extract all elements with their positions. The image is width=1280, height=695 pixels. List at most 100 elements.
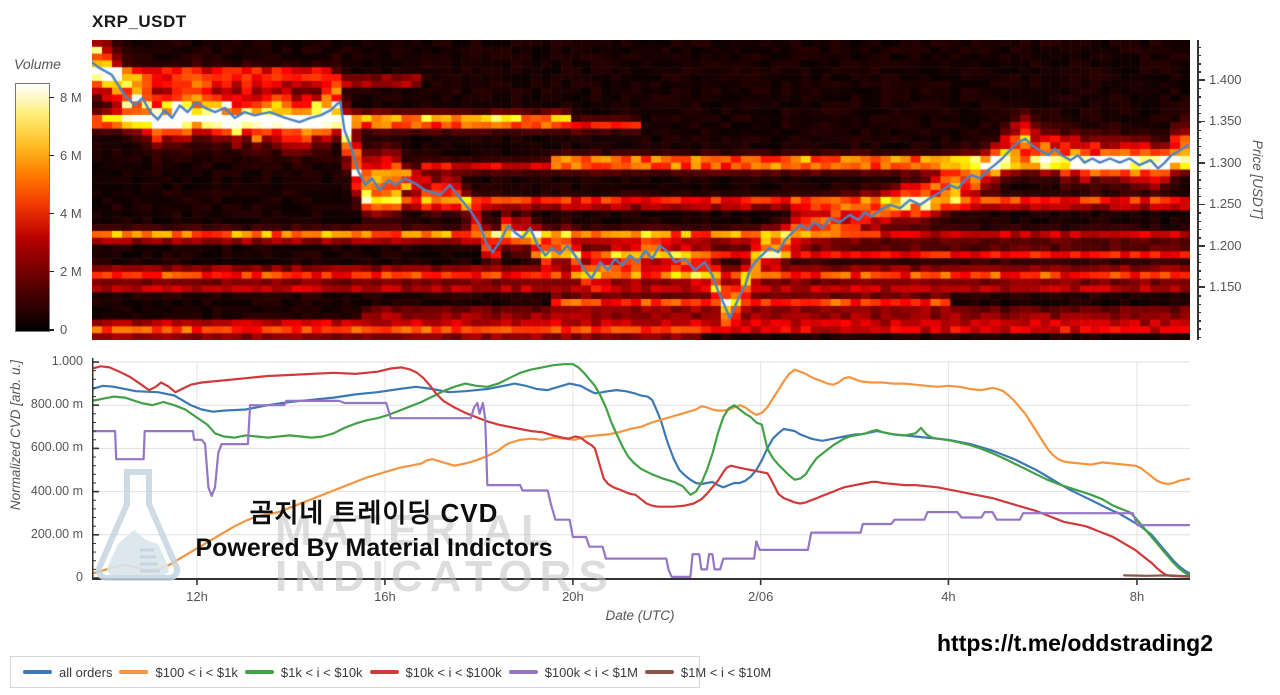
legend-line-swatch (508, 670, 538, 674)
cvd-tick-label: 400.00 m (30, 483, 83, 498)
price-minor-tick (1197, 170, 1201, 173)
price-tick-label: 1.150 (1209, 278, 1242, 294)
price-minor-tick (1197, 179, 1201, 181)
price-minor-tick (1197, 46, 1201, 49)
price-minor-tick (1197, 220, 1201, 223)
legend-label: $100 < i < $1k (155, 664, 238, 680)
price-minor-tick (1197, 154, 1201, 156)
colorbar-tick-label: 8 M (60, 89, 82, 105)
price-minor-tick (1197, 253, 1201, 256)
cvd-tick-label: 1.000 (51, 354, 83, 368)
cvd-tick-label: 800.00 m (30, 397, 83, 412)
legend-line-swatch (119, 670, 149, 674)
cvd-series--1m-i-10m (1122, 574, 1190, 578)
price-minor-tick (1197, 88, 1201, 90)
price-minor-tick (1197, 137, 1201, 140)
price-minor-tick (1197, 104, 1201, 107)
colorbar-tick-label: 4 M (60, 205, 82, 221)
colorbar-tick (49, 212, 54, 215)
price-tick-label: 1.250 (1209, 196, 1242, 212)
colorbar-tick (49, 154, 54, 157)
cvd-series--1k-i-10k (92, 363, 1190, 577)
price-minor-tick (1197, 195, 1201, 198)
telegram-link[interactable]: https://t.me/oddstrading2 (937, 630, 1213, 656)
price-major-tick (1197, 79, 1205, 81)
colorbar-tick-label: 0 (60, 322, 68, 337)
price-major-tick (1197, 162, 1205, 164)
legend-item: $100 < i < $1k (119, 664, 238, 680)
date-tick-label: 16h (374, 589, 396, 604)
price-tick-label: 1.350 (1209, 113, 1242, 129)
legend-label: $1M < i < $10M (680, 664, 772, 680)
legend-label: $10k < i < $100k (405, 664, 502, 680)
legend-item: $1M < i < $10M (644, 664, 772, 680)
price-major-tick (1197, 203, 1205, 206)
price-minor-tick (1197, 237, 1201, 239)
watermark-korean-title: 곰지네 트레이딩 CVD (249, 498, 499, 528)
price-minor-tick (1197, 228, 1201, 231)
price-major-tick (1197, 245, 1205, 247)
price-minor-tick (1197, 129, 1201, 131)
price-minor-tick (1197, 96, 1201, 98)
watermark-bg-line1: MATERIAL (275, 506, 556, 555)
cvd-line-chart (92, 358, 1190, 585)
legend-label: all orders (59, 664, 113, 680)
price-minor-tick (1197, 112, 1201, 115)
volume-colorbar (15, 83, 50, 332)
overlay-watermark-text: 곰지네 트레이딩 CVD Powered By Material Indicto… (178, 496, 570, 566)
legend-line-swatch (23, 670, 52, 674)
price-minor-tick (1197, 320, 1201, 322)
legend-item: $100k < i < $1M (508, 664, 638, 680)
volume-heatmap-price-chart (92, 40, 1190, 340)
price-axis-label: Price [USDT] (1250, 140, 1265, 219)
price-major-tick (1197, 120, 1205, 123)
colorbar-label: Volume (14, 56, 61, 72)
price-axis-spine (1197, 40, 1199, 340)
date-tick-label: 4h (941, 589, 956, 604)
colorbar-tick (49, 96, 54, 99)
legend-item: $10k < i < $100k (369, 664, 502, 680)
colorbar-tick (49, 329, 54, 331)
price-minor-tick (1197, 303, 1201, 305)
watermark-bg-line2: INDICATORS (275, 552, 615, 601)
colorbar-tick-label: 2 M (60, 263, 82, 279)
colorbar-tick (49, 270, 54, 273)
price-minor-tick (1197, 262, 1201, 264)
date-tick-label: 20h (562, 589, 584, 604)
chart-legend: all orders $100 < i < $1k $1k < i < $10k $1… (10, 656, 771, 688)
price-tick-label: 1.400 (1209, 71, 1242, 87)
legend-item: $1k < i < $10k (244, 664, 363, 680)
price-minor-tick (1197, 328, 1201, 330)
cvd-series--100-i-1k (92, 368, 1190, 575)
cvd-series--100k-i-1m (92, 399, 1190, 578)
price-tick-label: 1.300 (1209, 154, 1242, 170)
price-minor-tick (1197, 146, 1201, 148)
price-minor-tick (1197, 212, 1201, 214)
price-minor-tick (1197, 311, 1201, 314)
price-minor-tick (1197, 295, 1201, 297)
cvd-tick-label: 200.00 m (30, 526, 83, 541)
price-minor-tick (1197, 278, 1201, 281)
price-minor-tick (1197, 54, 1201, 57)
price-minor-tick (1197, 63, 1201, 65)
price-minor-tick (1197, 71, 1201, 73)
legend-item: all orders (23, 665, 112, 680)
price-tick-label: 1.200 (1209, 237, 1242, 253)
date-axis-label: Date (UTC) (605, 608, 675, 623)
date-tick-label: 8h (1129, 589, 1145, 604)
date-tick-label: 2/06 (748, 589, 774, 604)
material-indicators-flask-icon (95, 469, 181, 582)
legend-label: $1k < i < $10k (280, 664, 363, 680)
chart-title: XRP_USDT (92, 12, 187, 31)
legend-label: $100k < i < $1M (544, 664, 638, 680)
price-minor-tick (1197, 270, 1201, 272)
date-tick-label: 12h (186, 589, 208, 604)
watermark-powered-by: Powered By Material Indictors (195, 534, 553, 562)
cvd-series--10k-i-100k (92, 365, 1190, 578)
cvd-tick-label: 600.00 m (30, 440, 83, 455)
cvd-axis-label: Normalized CVD [arb. u.] (8, 360, 23, 511)
price-minor-tick (1197, 336, 1201, 339)
material-indicators-watermark: MATERIAL INDICATORS (275, 508, 615, 600)
price-minor-tick (1197, 187, 1201, 189)
